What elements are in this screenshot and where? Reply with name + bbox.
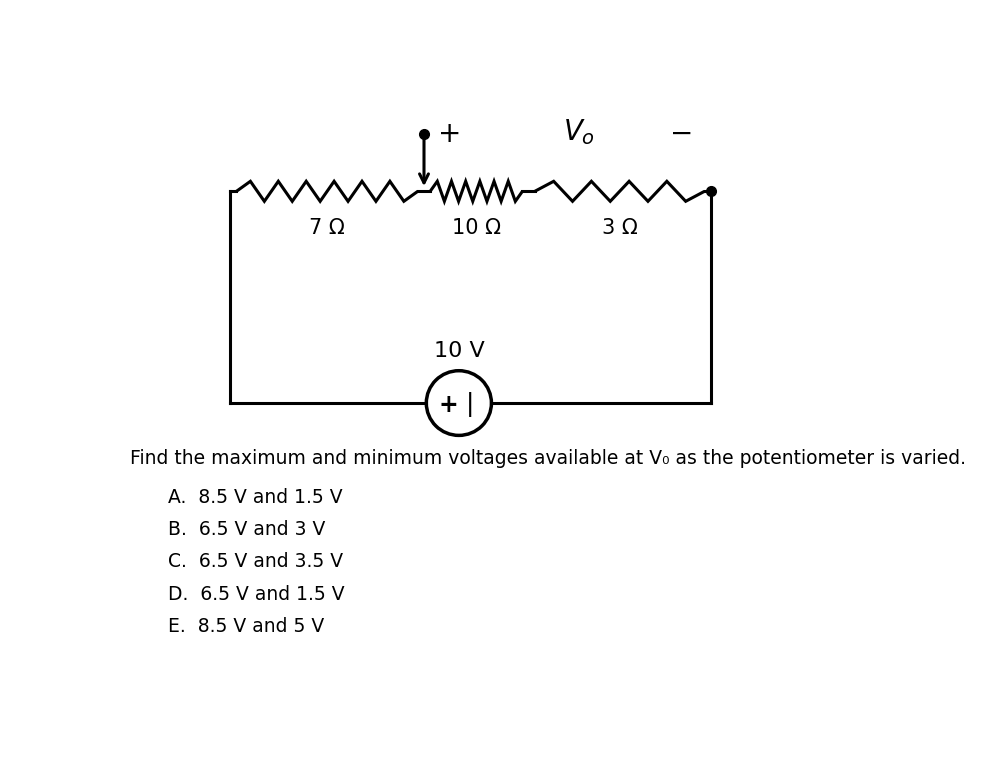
Text: −: − <box>669 119 692 147</box>
Text: $\mathit{V}_{\mathit{o}}$: $\mathit{V}_{\mathit{o}}$ <box>563 117 595 147</box>
Text: C.  6.5 V and 3.5 V: C. 6.5 V and 3.5 V <box>168 553 344 572</box>
Text: D.  6.5 V and 1.5 V: D. 6.5 V and 1.5 V <box>168 584 345 603</box>
Text: +: + <box>438 393 458 416</box>
Text: A.  8.5 V and 1.5 V: A. 8.5 V and 1.5 V <box>168 488 343 507</box>
Text: E.  8.5 V and 5 V: E. 8.5 V and 5 V <box>168 617 325 636</box>
Text: 7 Ω: 7 Ω <box>310 218 345 238</box>
Text: 3 Ω: 3 Ω <box>602 218 637 238</box>
Text: 10 V: 10 V <box>433 341 484 362</box>
Text: |: | <box>465 392 474 417</box>
Text: +: + <box>438 119 461 147</box>
Text: B.  6.5 V and 3 V: B. 6.5 V and 3 V <box>168 520 326 539</box>
Text: 10 Ω: 10 Ω <box>452 218 500 238</box>
Text: Find the maximum and minimum voltages available at V₀ as the potentiometer is va: Find the maximum and minimum voltages av… <box>130 449 966 468</box>
